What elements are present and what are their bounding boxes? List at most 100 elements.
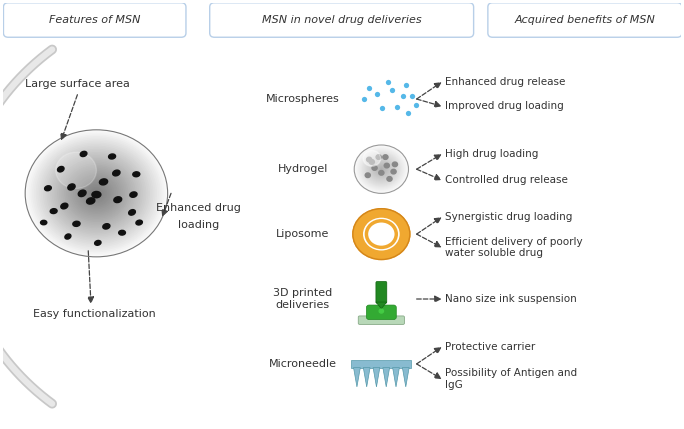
Text: High drug loading: High drug loading <box>445 149 538 159</box>
Ellipse shape <box>136 220 142 225</box>
FancyBboxPatch shape <box>488 3 682 37</box>
Circle shape <box>378 166 384 172</box>
Text: Nano size ink suspension: Nano size ink suspension <box>445 294 577 304</box>
Ellipse shape <box>109 154 116 159</box>
Text: MSN in novel drug deliveries: MSN in novel drug deliveries <box>262 15 421 25</box>
Circle shape <box>25 130 168 257</box>
Circle shape <box>356 147 406 191</box>
Circle shape <box>91 189 102 198</box>
Circle shape <box>59 160 134 227</box>
Circle shape <box>77 176 116 211</box>
Circle shape <box>81 179 112 208</box>
Ellipse shape <box>118 230 125 235</box>
Circle shape <box>368 157 395 181</box>
Circle shape <box>90 187 103 199</box>
Circle shape <box>34 138 159 249</box>
Circle shape <box>41 144 152 242</box>
Circle shape <box>367 157 371 162</box>
Text: Enhanced drug release: Enhanced drug release <box>445 77 566 87</box>
Circle shape <box>354 145 408 193</box>
Circle shape <box>376 164 386 174</box>
Ellipse shape <box>40 221 47 225</box>
Circle shape <box>94 192 98 195</box>
Circle shape <box>31 135 162 252</box>
Circle shape <box>373 163 389 176</box>
Circle shape <box>360 150 403 189</box>
Text: Large surface area: Large surface area <box>25 79 130 89</box>
Circle shape <box>82 181 111 206</box>
Ellipse shape <box>50 208 57 214</box>
Circle shape <box>372 166 377 170</box>
Circle shape <box>363 151 381 166</box>
Text: Controlled drug release: Controlled drug release <box>445 175 568 185</box>
Text: Microspheres: Microspheres <box>266 94 339 104</box>
Polygon shape <box>363 368 370 387</box>
Circle shape <box>40 142 153 244</box>
Circle shape <box>44 147 148 239</box>
Ellipse shape <box>87 198 95 204</box>
Ellipse shape <box>80 151 87 157</box>
Circle shape <box>367 157 395 182</box>
Circle shape <box>38 141 155 246</box>
Circle shape <box>384 163 389 168</box>
Circle shape <box>93 190 100 196</box>
Circle shape <box>36 139 157 247</box>
Ellipse shape <box>103 224 110 229</box>
Circle shape <box>364 154 399 184</box>
Circle shape <box>86 184 107 203</box>
FancyBboxPatch shape <box>3 3 186 37</box>
Circle shape <box>371 160 391 178</box>
Circle shape <box>84 182 109 205</box>
Circle shape <box>29 133 164 254</box>
Ellipse shape <box>65 234 71 239</box>
FancyBboxPatch shape <box>376 281 386 303</box>
Circle shape <box>360 151 402 187</box>
Circle shape <box>70 169 123 217</box>
Circle shape <box>57 158 135 228</box>
Circle shape <box>363 153 400 186</box>
Text: Synergistic drug loading: Synergistic drug loading <box>445 212 573 222</box>
Text: Possibility of Antigen and
IgG: Possibility of Antigen and IgG <box>445 368 577 390</box>
Circle shape <box>52 154 141 233</box>
Circle shape <box>55 157 137 230</box>
Circle shape <box>366 156 397 183</box>
Text: Enhanced drug: Enhanced drug <box>156 203 241 214</box>
Ellipse shape <box>57 166 64 172</box>
Circle shape <box>66 166 127 221</box>
Ellipse shape <box>113 170 120 176</box>
Ellipse shape <box>73 221 80 227</box>
Ellipse shape <box>78 190 86 196</box>
Circle shape <box>358 148 405 190</box>
Text: Features of MSN: Features of MSN <box>49 15 140 25</box>
Circle shape <box>379 309 384 313</box>
Circle shape <box>27 131 166 255</box>
Circle shape <box>369 159 393 180</box>
Circle shape <box>365 155 397 184</box>
Circle shape <box>364 218 399 250</box>
Ellipse shape <box>114 197 122 202</box>
Circle shape <box>88 185 105 201</box>
Text: Acquired benefits of MSN: Acquired benefits of MSN <box>514 15 655 25</box>
Circle shape <box>32 136 161 251</box>
Circle shape <box>379 167 384 171</box>
Bar <box>352 360 411 368</box>
Circle shape <box>73 173 120 214</box>
Polygon shape <box>402 368 409 387</box>
Circle shape <box>380 168 382 170</box>
Circle shape <box>391 169 396 174</box>
Circle shape <box>393 162 397 166</box>
Circle shape <box>50 152 143 235</box>
FancyBboxPatch shape <box>358 316 404 324</box>
Text: Improved drug loading: Improved drug loading <box>445 101 564 111</box>
Text: Easy functionalization: Easy functionalization <box>33 309 156 319</box>
Text: Efficient delivery of poorly
water soluble drug: Efficient delivery of poorly water solub… <box>445 237 583 258</box>
Circle shape <box>355 146 408 193</box>
Circle shape <box>377 165 386 173</box>
Polygon shape <box>373 368 380 387</box>
Circle shape <box>375 163 388 175</box>
Polygon shape <box>376 302 386 309</box>
FancyBboxPatch shape <box>367 305 396 320</box>
FancyBboxPatch shape <box>210 3 473 37</box>
Ellipse shape <box>68 184 75 190</box>
Ellipse shape <box>61 203 68 209</box>
